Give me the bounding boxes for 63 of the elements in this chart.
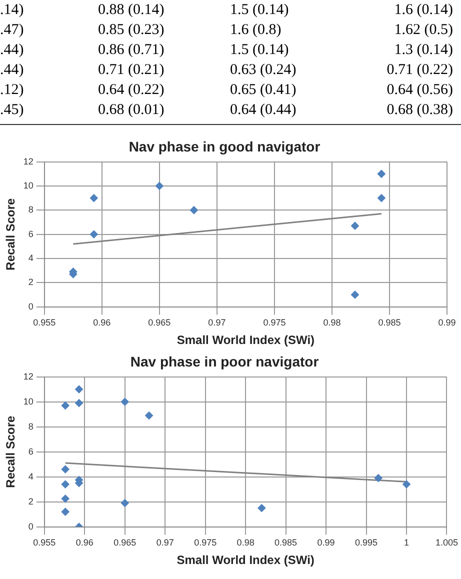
text: 0.64 (0.56) [386, 81, 454, 100]
y-tick-label: 2 [28, 277, 34, 288]
x-axis-title: Small World Index (SWi) [176, 333, 315, 348]
x-tick-label: 0.98 [323, 318, 341, 328]
y-axis-title: Recall Score [4, 415, 18, 488]
text: 0.68 (0.01) [97, 101, 166, 120]
text: 0.88 (0.14) [97, 1, 166, 20]
text: 0.85 (0.23) [97, 21, 166, 40]
y-tick-label: 6 [28, 228, 34, 239]
x-tick-label: 0.975 [194, 538, 217, 548]
text: 1.5 (0.14) [229, 41, 290, 60]
y-tick-label: 6 [28, 446, 34, 456]
y-tick-label: 12 [23, 371, 34, 382]
text: 0.71 (0.21) [97, 61, 166, 80]
text: .14) [0, 1, 25, 20]
x-tick-label: 0.965 [148, 318, 171, 328]
x-tick-label: 0.98 [236, 538, 254, 548]
text: .45) [0, 101, 25, 120]
text: 0.68 (0.38) [386, 101, 454, 120]
text: 0.64 (0.44) [229, 101, 298, 120]
x-tick-label: 0.955 [33, 538, 56, 548]
chart-title: Nav phase in poor navigator [130, 353, 320, 370]
x-tick-label: 0.985 [378, 318, 401, 328]
y-tick-label: 10 [23, 180, 34, 190]
x-tick-label: 1 [404, 538, 410, 548]
text: 0.65 (0.41) [229, 81, 298, 100]
text: 1.6 (0.8) [229, 21, 282, 40]
y-tick-label: 4 [28, 471, 34, 482]
y-tick-label: 8 [28, 204, 34, 215]
x-tick-label: 0.975 [263, 318, 286, 328]
x-tick-label: 0.97 [208, 318, 226, 328]
x-tick-label: 0.99 [317, 538, 335, 548]
x-tick-label: 0.955 [33, 318, 56, 328]
y-tick-label: 12 [23, 156, 34, 166]
x-tick-label: 0.97 [156, 538, 174, 548]
x-tick-label: 0.96 [93, 318, 111, 328]
text: 1.5 (0.14) [229, 1, 290, 20]
text: 0.64 (0.22) [97, 81, 166, 100]
y-tick-label: 8 [28, 421, 34, 432]
text: 1.3 (0.14) [393, 41, 454, 60]
y-tick-label: 0 [28, 521, 34, 532]
text: 0.63 (0.24) [229, 61, 298, 80]
text: 0.71 (0.22) [386, 61, 454, 80]
x-tick-label: 0.965 [114, 538, 136, 548]
text: .12) [0, 81, 25, 100]
text: 1.62 (0.5) [393, 21, 454, 40]
x-axis-title: Small World Index (SWi) [176, 553, 314, 568]
text: .44) [0, 61, 25, 80]
x-tick-label: 1.005 [435, 538, 458, 548]
text: .44) [0, 41, 25, 60]
chart-title: Nav phase in good navigator [128, 138, 321, 154]
text: 1.6 (0.14) [393, 1, 454, 20]
y-tick-label: 4 [28, 252, 34, 263]
x-tick-label: 0.96 [76, 538, 94, 548]
x-tick-label: 0.99 [438, 318, 456, 328]
y-tick-label: 2 [28, 496, 34, 506]
text: 0.86 (0.71) [97, 41, 166, 60]
x-tick-label: 0.995 [355, 538, 378, 548]
text: .47) [0, 21, 25, 40]
y-tick-label: 10 [23, 396, 34, 406]
y-tick-label: 0 [28, 301, 34, 312]
y-axis-title: Recall Score [4, 198, 18, 270]
x-tick-label: 0.985 [274, 538, 298, 548]
